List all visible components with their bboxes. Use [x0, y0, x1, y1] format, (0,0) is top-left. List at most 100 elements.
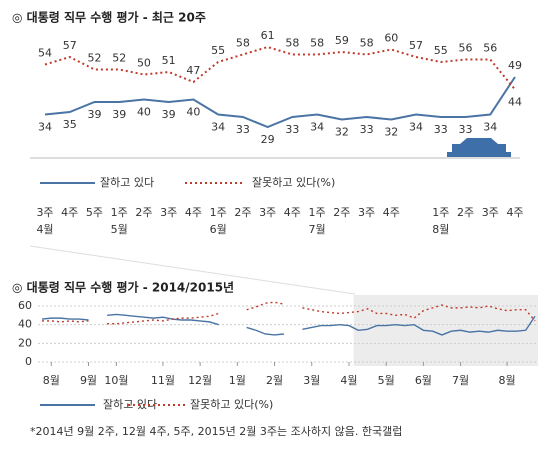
- x-month-label: 5월: [111, 223, 128, 236]
- line: [246, 326, 284, 336]
- x-tick-label: 12월: [188, 374, 212, 387]
- data-label: 34: [211, 121, 225, 134]
- legend-label: 잘하고 있다: [103, 397, 157, 411]
- data-label: 58: [360, 37, 374, 50]
- data-label: 58: [285, 37, 299, 50]
- line: [302, 304, 536, 322]
- data-label: 56: [459, 42, 473, 55]
- line: [107, 313, 219, 326]
- data-label: 39: [87, 108, 101, 121]
- line: [107, 312, 219, 325]
- data-label: 32: [384, 126, 398, 139]
- y-tick-label: 40: [18, 318, 32, 331]
- data-label: 49: [508, 59, 522, 72]
- data-label: 58: [310, 37, 324, 50]
- icon-roof: [460, 138, 498, 144]
- data-label: 35: [63, 118, 77, 131]
- x-tick-label: 2주: [234, 206, 251, 219]
- y-tick-label: 60: [18, 299, 32, 312]
- data-label: 29: [261, 133, 275, 146]
- x-tick-label: 4월: [340, 374, 357, 387]
- icon-base: [447, 152, 511, 157]
- x-tick-label: 3월: [303, 374, 320, 387]
- footnote: *2014년 9월 2주, 12월 4주, 5주, 2015년 2월 3주는 조…: [30, 424, 402, 438]
- data-label: 50: [137, 57, 151, 70]
- x-tick-label: 5월: [378, 374, 395, 387]
- x-tick-label: 2주: [135, 206, 152, 219]
- x-tick-label: 2주: [333, 206, 350, 219]
- x-tick-label: 10월: [104, 374, 128, 387]
- data-label: 34: [409, 121, 423, 134]
- data-label: 55: [434, 44, 448, 57]
- legend-label: 잘못하고 있다(%): [252, 175, 335, 189]
- data-label: 57: [63, 39, 77, 52]
- x-tick-label: 1주: [432, 206, 449, 219]
- data-label: 55: [211, 44, 225, 57]
- x-tick-label: 3주: [259, 206, 276, 219]
- chart-title: ◎ 대통령 직무 수행 평가 - 최근 20주: [12, 10, 206, 25]
- x-tick-label: 5주: [86, 206, 103, 219]
- data-label: 33: [360, 123, 374, 136]
- x-month-label: 8월: [432, 223, 449, 236]
- line: [41, 317, 89, 321]
- data-label: 54: [38, 47, 52, 60]
- data-label: 61: [261, 29, 275, 42]
- x-tick-label: 3주: [160, 206, 177, 219]
- data-label: 59: [335, 34, 349, 47]
- icon-body: [452, 144, 506, 152]
- line: [302, 315, 536, 336]
- y-tick-label: 0: [25, 355, 32, 368]
- line: [44, 45, 516, 91]
- data-label: 33: [434, 123, 448, 136]
- x-tick-label: 4주: [383, 206, 400, 219]
- x-tick-label: 1월: [229, 374, 246, 387]
- data-label: 34: [483, 121, 497, 134]
- line: [44, 76, 516, 129]
- data-label: 34: [310, 121, 324, 134]
- legend-label: 잘못하고 있다(%): [190, 397, 273, 411]
- x-tick-label: 3주: [36, 206, 53, 219]
- line: [42, 320, 89, 323]
- data-label: 56: [483, 42, 497, 55]
- x-tick-label: 1주: [111, 206, 128, 219]
- x-tick-label: 8월: [43, 374, 60, 387]
- data-label: 47: [186, 64, 200, 77]
- x-tick-label: 9월: [80, 374, 97, 387]
- data-label: 40: [137, 106, 151, 119]
- x-tick-label: 4주: [506, 206, 523, 219]
- data-label: 44: [508, 96, 522, 109]
- data-label: 52: [112, 52, 126, 65]
- x-month-label: 4월: [36, 223, 53, 236]
- blue-house-icon: [447, 138, 511, 157]
- x-tick-label: 1주: [210, 206, 227, 219]
- x-tick-label: 8월: [499, 374, 516, 387]
- data-label: 33: [236, 123, 250, 136]
- x-tick-label: 4주: [284, 206, 301, 219]
- data-label: 40: [186, 106, 200, 119]
- chart-title: ◎ 대통령 직무 수행 평가 - 2014/2015년: [12, 280, 234, 295]
- data-label: 32: [335, 126, 349, 139]
- zoom-guide: [29, 245, 356, 295]
- data-label: 39: [112, 108, 126, 121]
- x-tick-label: 7월: [452, 374, 469, 387]
- x-tick-label: 6월: [415, 374, 432, 387]
- x-month-label: 7월: [309, 223, 326, 236]
- legend-label: 잘하고 있다: [100, 175, 154, 189]
- line: [246, 301, 284, 311]
- x-tick-label: 1주: [309, 206, 326, 219]
- data-label: 33: [459, 123, 473, 136]
- x-tick-label: 3주: [482, 206, 499, 219]
- x-month-label: 6월: [210, 223, 227, 236]
- data-label: 33: [285, 123, 299, 136]
- data-label: 39: [162, 108, 176, 121]
- data-label: 57: [409, 39, 423, 52]
- x-tick-label: 2월: [266, 374, 283, 387]
- x-tick-label: 3주: [358, 206, 375, 219]
- x-tick-label: 4주: [61, 206, 78, 219]
- data-label: 52: [87, 52, 101, 65]
- y-tick-label: 20: [18, 336, 32, 349]
- x-tick-label: 2주: [457, 206, 474, 219]
- data-label: 60: [384, 32, 398, 45]
- x-tick-label: 11월: [151, 374, 175, 387]
